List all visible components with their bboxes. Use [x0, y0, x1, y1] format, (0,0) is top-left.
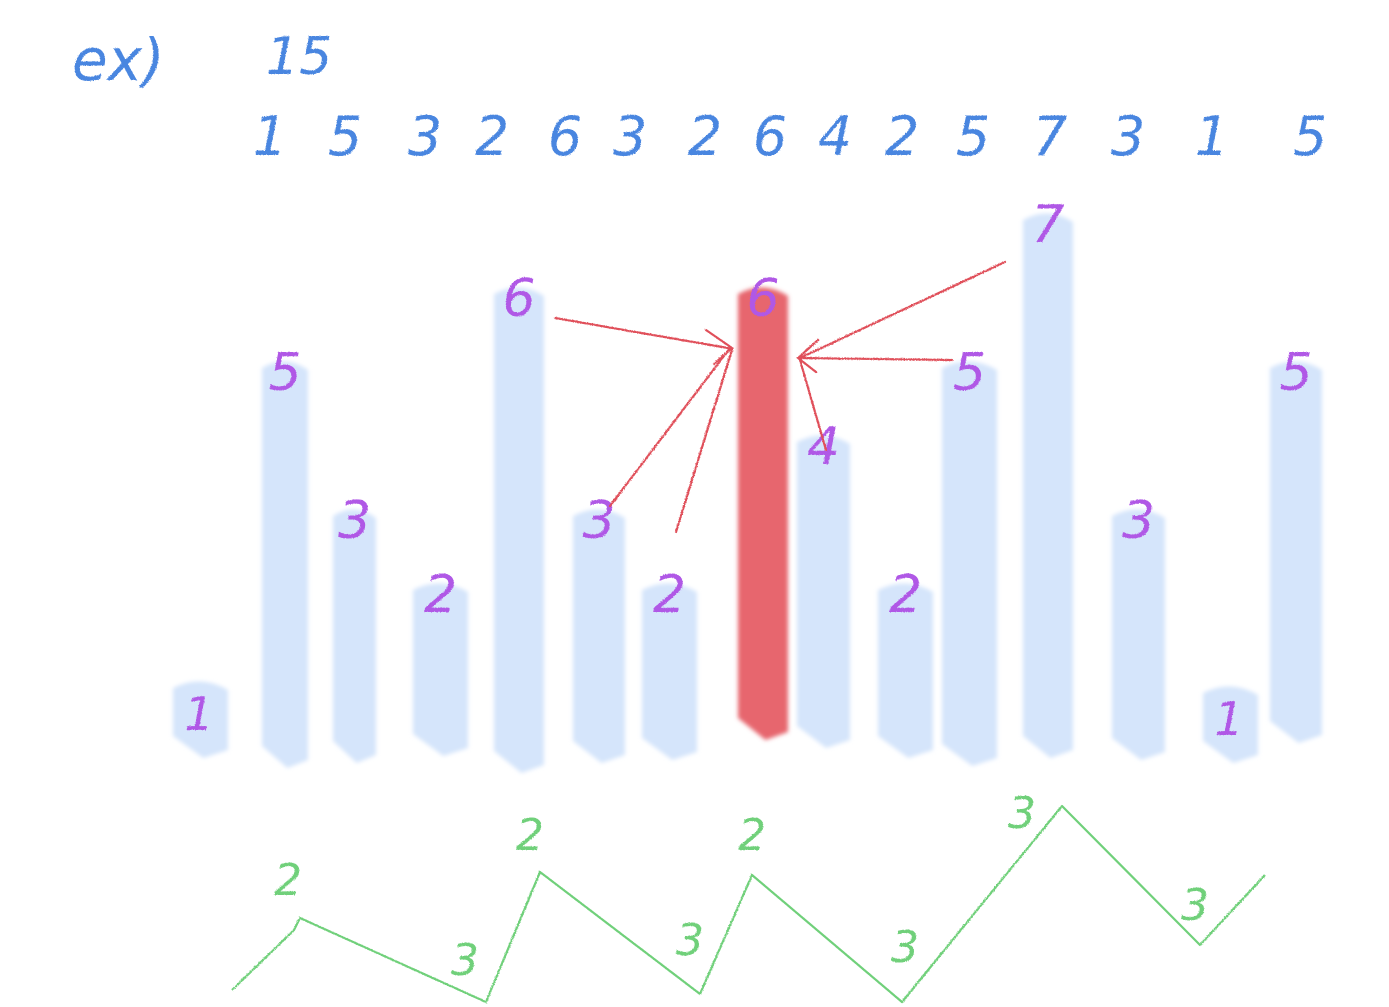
bar	[797, 435, 850, 748]
zigzag-label: 2	[738, 810, 766, 861]
arrow-from-right-4	[798, 358, 828, 452]
zigzag-labels: 2 3 2 3 2 3 3 3	[274, 788, 1209, 986]
bar	[942, 361, 997, 766]
arrow-from-left-2	[674, 348, 734, 534]
bar	[573, 509, 625, 763]
sequence-value: 2	[475, 105, 509, 168]
sequence-value: 6	[753, 105, 787, 168]
sequence-value: 2	[688, 105, 722, 168]
sequence-value: 4	[818, 105, 852, 168]
bar-label: 6	[502, 269, 535, 329]
sequence-value: 3	[1111, 105, 1145, 168]
bar	[642, 583, 697, 760]
arrow-from-right-5	[798, 356, 954, 362]
sequence-value: 5	[1293, 105, 1327, 168]
bar-label: 5	[268, 343, 301, 403]
sequence-value: 3	[613, 105, 647, 168]
bar-label: 1	[184, 687, 213, 741]
zigzag-label: 2	[516, 810, 544, 861]
bar	[1270, 361, 1322, 743]
arrow-from-right-7	[798, 260, 1007, 360]
sequence-value: 6	[548, 105, 582, 168]
bar-label: 3	[1122, 491, 1155, 551]
bar-label: 2	[889, 565, 922, 625]
zigzag-label: 3	[676, 915, 704, 966]
sequence-value: 5	[328, 105, 362, 168]
bar	[413, 583, 468, 756]
bar	[1203, 686, 1258, 763]
arrow-from-left-3	[608, 346, 732, 508]
sequence-value: 3	[408, 105, 442, 168]
bar-label: 5	[953, 343, 986, 403]
arrows	[553, 260, 1007, 534]
zigzag-label: 3	[1181, 880, 1209, 931]
bar-label: 5	[1279, 343, 1312, 403]
bar	[878, 583, 933, 758]
bar	[262, 361, 308, 768]
zigzag	[231, 804, 1266, 1004]
bar-label: 4	[807, 417, 840, 477]
bar-label: 2	[653, 565, 686, 625]
example-count: 15	[266, 27, 332, 87]
zigzag-label: 3	[1008, 788, 1036, 839]
arrow-from-left-6	[553, 316, 730, 350]
bar	[1023, 213, 1073, 758]
sequence-value: 1	[253, 105, 287, 168]
bar	[1112, 509, 1165, 760]
bar-chart	[173, 213, 1322, 773]
bar-highlighted	[738, 287, 788, 740]
example-prefix: ex)	[72, 26, 165, 94]
bar-label: 7	[1031, 195, 1064, 255]
sequence-value: 5	[956, 105, 990, 168]
bar-label: 2	[424, 565, 457, 625]
zigzag-label: 2	[274, 855, 302, 906]
zigzag-label: 3	[451, 935, 479, 986]
sequence-value: 1	[1195, 105, 1229, 168]
sequence-value: 7	[1033, 105, 1067, 168]
header: ex) 15	[72, 26, 332, 94]
bar	[173, 681, 228, 758]
bar-label: 6	[746, 269, 779, 329]
zigzag-line	[231, 804, 1266, 1004]
bar-label: 1	[1214, 692, 1243, 746]
bar	[333, 509, 376, 763]
bar-label: 3	[338, 491, 371, 551]
arrow-head-right	[796, 338, 820, 374]
bar-label: 3	[582, 491, 615, 551]
zigzag-label: 3	[891, 922, 919, 973]
sequence-value: 2	[885, 105, 919, 168]
arrow-head-left	[704, 328, 734, 366]
bar	[494, 287, 544, 773]
